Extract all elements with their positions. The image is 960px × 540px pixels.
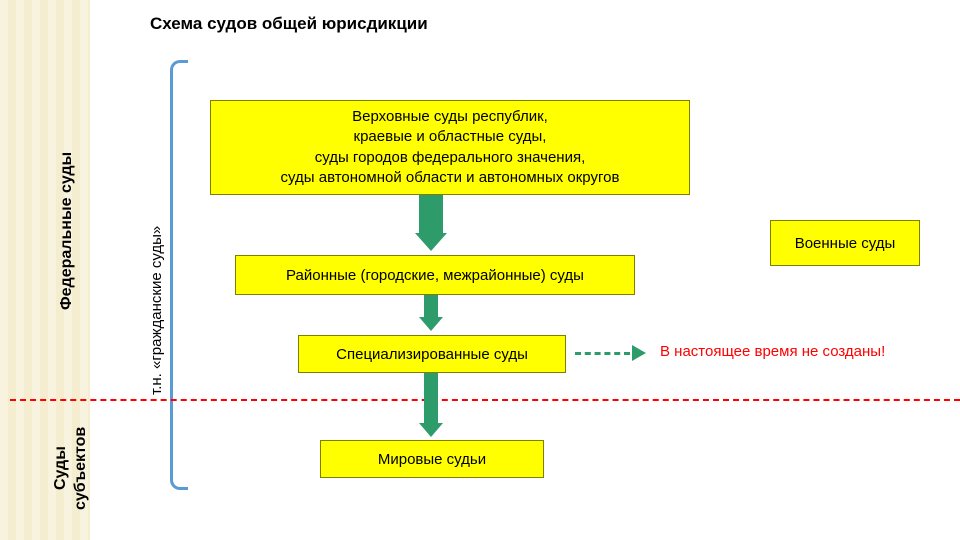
- box-military-courts: Военные суды: [770, 220, 920, 266]
- dashed-connector: [575, 352, 630, 355]
- bracket-civil: [170, 60, 188, 490]
- arrow-supreme-district: [419, 195, 443, 233]
- arrowhead-district-specialized: [419, 317, 443, 331]
- arrow-specialized-magistrate: [424, 373, 438, 423]
- label-subjects-line2: субъектов: [72, 427, 90, 510]
- box-supreme-courts: Верховные суды республик, краевые и обла…: [210, 100, 690, 195]
- label-civil-courts: т.н. «гражданские суды»: [148, 226, 165, 395]
- box-district-courts: Районные (городские, межрайонные) суды: [235, 255, 635, 295]
- arrow-district-specialized: [424, 295, 438, 317]
- arrowhead-specialized-magistrate: [419, 423, 443, 437]
- label-subjects-line1: Суды: [52, 446, 70, 490]
- arrowhead-supreme-district: [415, 233, 447, 251]
- diagram-title: Схема судов общей юрисдикции: [150, 14, 428, 34]
- divider-federal-subjects: [10, 399, 960, 401]
- box-magistrate-judges: Мировые судьи: [320, 440, 544, 478]
- note-not-created: В настоящее время не созданы!: [660, 343, 885, 360]
- dashed-arrowhead: [632, 345, 646, 361]
- label-federal-courts: Федеральные суды: [58, 152, 76, 310]
- box-specialized-courts: Специализированные суды: [298, 335, 566, 373]
